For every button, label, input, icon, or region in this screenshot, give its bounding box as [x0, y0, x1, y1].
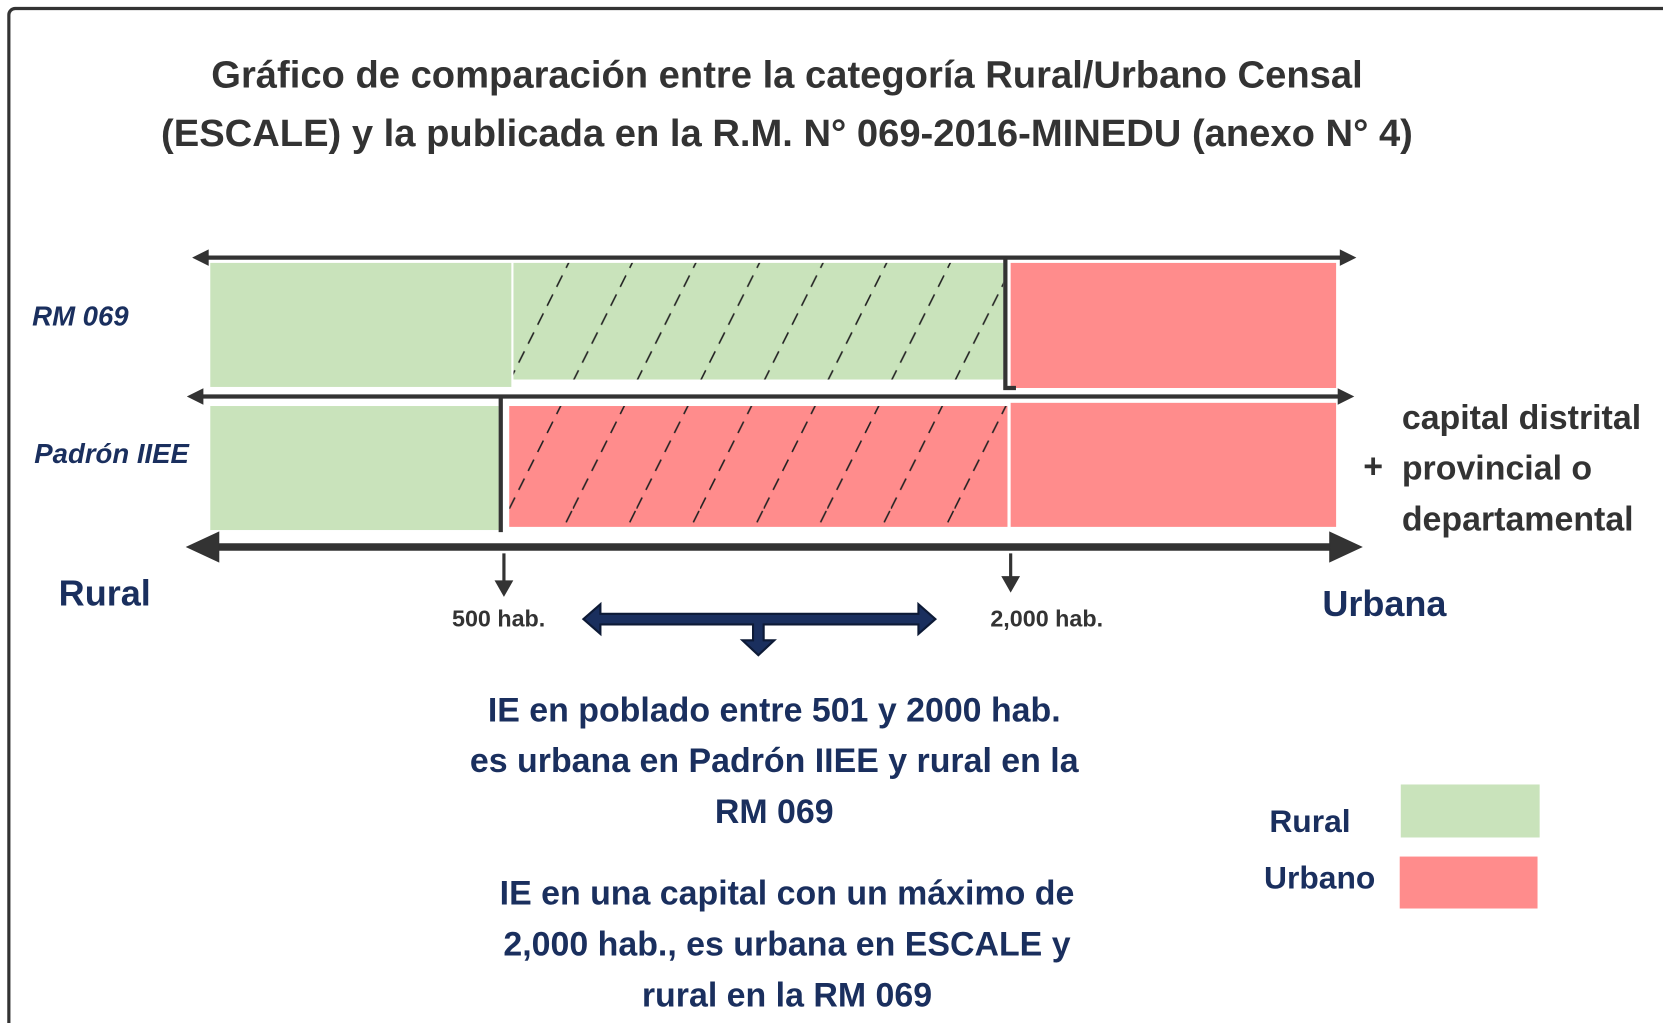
hatch	[513, 262, 1004, 380]
threshold-label: 2,000 hab.	[990, 605, 1103, 631]
note-line: rural en la RM 069	[642, 977, 932, 1015]
extra-line: provincial o	[1402, 450, 1592, 488]
note-line: IE en poblado entre 501 y 2000 hab.	[488, 691, 1061, 729]
extra-line: capital distrital	[1402, 399, 1641, 437]
lines	[185, 249, 1363, 597]
row-label: Padrón IIEE	[34, 438, 190, 469]
axis-label: Urbana	[1322, 583, 1447, 624]
title-line: (ESCALE) y la publicada en la R.M. N° 06…	[161, 112, 1413, 155]
note-line: IE en una capital con un máximo de	[500, 875, 1075, 913]
legend-label: Rural	[1269, 803, 1350, 839]
legend-swatch	[1400, 784, 1540, 838]
extra-line: departamental	[1402, 501, 1634, 539]
note-line: es urbana en Padrón IIEE y rural en la	[470, 742, 1080, 780]
urban-band	[1010, 402, 1337, 527]
note-line: RM 069	[715, 793, 834, 831]
double-arrow	[581, 601, 938, 657]
threshold-label: 500 hab.	[452, 605, 545, 631]
hatch	[509, 406, 1008, 527]
row-label: RM 069	[32, 300, 129, 331]
rural-band	[210, 262, 512, 387]
urban-band	[1010, 262, 1337, 388]
legend-swatch	[1399, 856, 1538, 909]
legend-label: Urbano	[1264, 859, 1375, 895]
note-line: 2,000 hab., es urbana en ESCALE y	[503, 926, 1070, 964]
title-line: Gráfico de comparación entre la categorí…	[211, 53, 1362, 96]
axis-label: Rural	[59, 572, 151, 613]
plus: +	[1363, 448, 1383, 486]
rural-band	[210, 406, 499, 531]
